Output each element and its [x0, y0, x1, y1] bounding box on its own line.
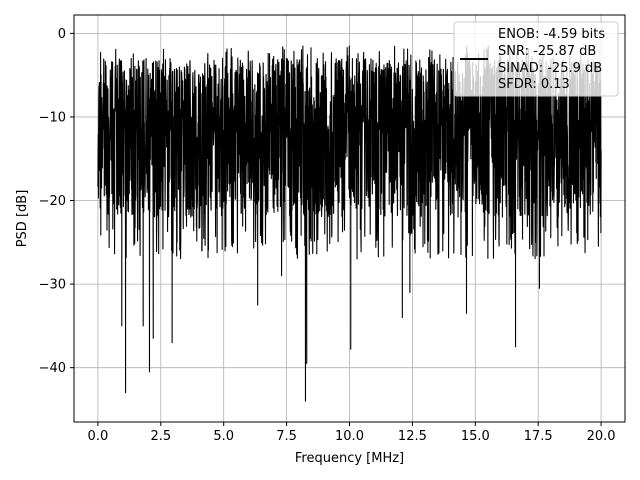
x-axis-ticks: 0.0 2.5 5.0 7.5 10.0 12.5 15.0 17.5 20.0: [88, 422, 616, 444]
legend-entry-sfdr: SFDR: 0.13: [498, 77, 570, 92]
legend-entry-snr: SNR: -25.87 dB: [498, 44, 596, 59]
x-tick-label: 7.5: [276, 429, 297, 444]
x-tick-label: 17.5: [524, 429, 553, 444]
y-tick-label: −20: [39, 194, 66, 209]
x-tick-label: 12.5: [398, 429, 427, 444]
y-axis-ticks: 0 −10 −20 −30 −40: [39, 27, 74, 376]
y-tick-label: −40: [39, 361, 66, 376]
x-tick-label: 2.5: [150, 429, 171, 444]
legend-box: [453, 21, 619, 97]
legend-entry-sinad: SINAD: -25.9 dB: [498, 61, 602, 76]
y-tick-label: 0: [58, 27, 66, 42]
y-tick-label: −10: [39, 110, 66, 125]
x-tick-label: 0.0: [88, 429, 109, 444]
x-tick-label: 10.0: [335, 429, 364, 444]
x-tick-label: 5.0: [213, 429, 234, 444]
legend: ENOB: -4.59 bits SNR: -25.87 dB SINAD: -…: [453, 21, 619, 97]
x-tick-label: 15.0: [461, 429, 490, 444]
x-tick-label: 20.0: [587, 429, 616, 444]
y-axis-label: PSD [dB]: [15, 190, 30, 248]
x-axis-label: Frequency [MHz]: [295, 451, 404, 466]
legend-entry-enob: ENOB: -4.59 bits: [498, 27, 605, 42]
y-tick-label: −30: [39, 278, 66, 293]
